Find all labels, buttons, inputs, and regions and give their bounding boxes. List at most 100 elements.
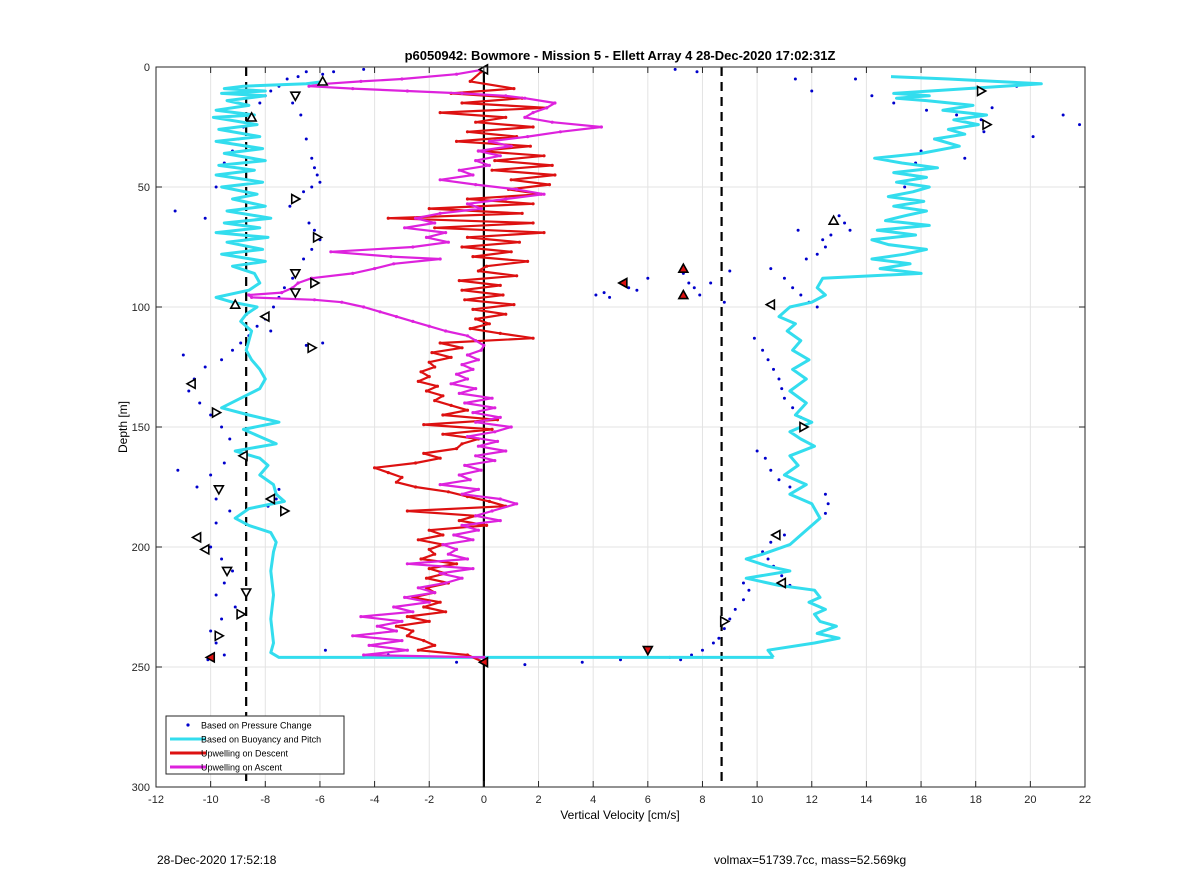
pressure-point: [687, 281, 691, 285]
ascent-series-point: [454, 72, 459, 76]
y-tick-label: 100: [132, 302, 150, 314]
ascent-series-point: [438, 571, 442, 576]
ascent-series-point: [427, 324, 431, 328]
descent-series-point: [531, 125, 535, 129]
ascent-series-point: [411, 610, 415, 614]
pressure-point: [187, 389, 191, 393]
ascent-series-point: [307, 84, 311, 88]
ascent-series-point: [438, 178, 442, 182]
descent-series-point: [427, 547, 431, 552]
pressure-point: [837, 214, 841, 218]
ascent-series-point: [509, 425, 513, 429]
pressure-point: [769, 468, 773, 472]
descent-series-point: [438, 341, 442, 345]
x-tick-label: -10: [203, 794, 219, 806]
pressure-point: [733, 607, 737, 611]
pressure-point: [304, 343, 308, 347]
pressure-point: [892, 101, 896, 105]
ascent-series-point: [446, 240, 450, 244]
pressure-point: [307, 221, 311, 225]
x-tick-label: 12: [806, 794, 818, 806]
pressure-point: [195, 485, 199, 489]
triangle-marker: [212, 484, 225, 496]
pressure-point: [222, 581, 226, 585]
pressure-point: [594, 293, 598, 297]
x-tick-label: 0: [481, 794, 487, 806]
pressure-point: [793, 77, 797, 81]
y-tick-label: 300: [132, 782, 150, 794]
ascent-series-point: [476, 528, 481, 532]
ascent-series-point: [392, 262, 396, 266]
descent-series-point: [542, 231, 546, 235]
ascent-series-point: [375, 624, 379, 628]
triangle-marker: [982, 118, 993, 131]
triangle-marker: [214, 629, 225, 642]
ascent-series-point: [474, 514, 478, 518]
pressure-point: [769, 540, 773, 544]
x-tick-label: 2: [535, 794, 541, 806]
descent-series-point: [424, 389, 429, 393]
ascent-series-point: [463, 401, 467, 405]
pressure-point: [823, 511, 827, 515]
triangle-marker: [312, 231, 324, 244]
descent-series-point: [427, 207, 431, 211]
x-tick-label: -2: [424, 794, 434, 806]
descent-series-point: [465, 235, 470, 239]
ascent-series-point: [498, 154, 502, 158]
pressure-point: [982, 130, 986, 134]
ascent-series-point: [471, 367, 475, 371]
pressure-point: [1061, 113, 1065, 117]
pressure-point: [815, 252, 819, 256]
pressure-point: [332, 70, 336, 74]
triangle-marker: [477, 656, 489, 669]
descent-series-point: [512, 303, 516, 307]
ascent-series-point: [523, 96, 527, 100]
pressure-point: [181, 353, 185, 357]
legend-swatch: [186, 723, 190, 727]
descent-series-point: [531, 202, 535, 206]
ascent-series-point: [457, 473, 461, 477]
x-tick-label: -6: [315, 794, 325, 806]
ascent-series-point: [359, 615, 363, 619]
pressure-point: [826, 502, 830, 506]
pressure-point: [711, 641, 715, 645]
pressure-point: [766, 358, 770, 362]
ascent-series-point: [550, 120, 554, 124]
pressure-point: [695, 70, 699, 74]
pressure-point: [214, 185, 218, 189]
ascent-series-point: [476, 487, 481, 491]
pressure-point: [741, 581, 745, 585]
pressure-point: [780, 387, 784, 391]
ascent-series-point: [444, 329, 448, 333]
ascent-series-point: [400, 639, 404, 643]
ascent-series-point: [454, 547, 459, 552]
x-tick-label: 8: [699, 794, 705, 806]
pressure-point: [269, 329, 273, 333]
ascent-series-point: [351, 634, 355, 638]
pressure-point: [214, 521, 218, 525]
pressure-point: [766, 557, 770, 561]
pressure-point: [853, 77, 857, 81]
triangle-marker: [677, 288, 690, 300]
descent-series-point: [416, 538, 420, 542]
ascent-series-point: [515, 187, 519, 191]
triangle-marker: [236, 608, 247, 621]
triangle-marker: [289, 268, 302, 280]
pressure-point: [752, 336, 756, 340]
ascent-series-point: [599, 125, 603, 129]
y-tick-label: 150: [132, 422, 150, 434]
descent-series-point: [460, 346, 464, 350]
descent-series-point: [460, 245, 464, 249]
pressure-point: [304, 70, 308, 74]
triangle-marker: [185, 377, 196, 390]
ascent-series-point: [405, 562, 409, 566]
triangle-marker: [775, 577, 787, 589]
ascent-series-point: [454, 372, 459, 376]
triangle-marker: [677, 262, 690, 274]
descent-series-point: [490, 168, 494, 172]
pressure-point: [315, 173, 319, 177]
descent-series-point: [422, 605, 426, 609]
ascent-series-point: [465, 557, 470, 561]
descent-series-point: [528, 144, 532, 148]
descent-series-point: [413, 485, 418, 489]
